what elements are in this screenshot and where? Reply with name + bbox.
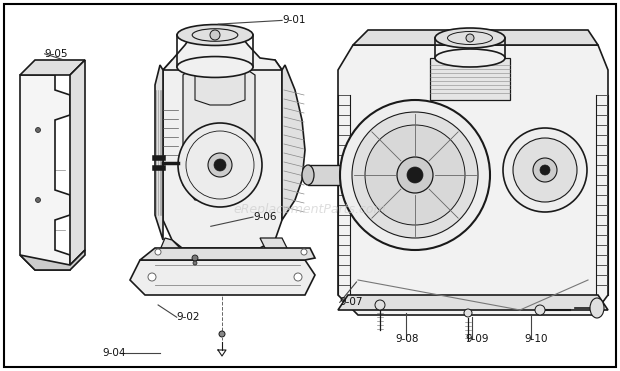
Text: eReplacementParts.com: eReplacementParts.com: [234, 204, 386, 217]
Polygon shape: [130, 260, 315, 295]
Circle shape: [503, 128, 587, 212]
Polygon shape: [160, 238, 180, 255]
Polygon shape: [140, 248, 315, 260]
Ellipse shape: [435, 49, 505, 67]
Polygon shape: [20, 250, 85, 270]
Ellipse shape: [590, 298, 604, 318]
Polygon shape: [338, 295, 608, 310]
Circle shape: [466, 34, 474, 42]
Circle shape: [193, 261, 197, 265]
Polygon shape: [20, 60, 85, 75]
Text: 9-02: 9-02: [177, 312, 200, 322]
Circle shape: [301, 249, 307, 255]
Polygon shape: [353, 30, 598, 45]
Polygon shape: [260, 238, 288, 255]
Circle shape: [340, 100, 490, 250]
Circle shape: [533, 158, 557, 182]
Circle shape: [210, 30, 220, 40]
Polygon shape: [308, 165, 340, 185]
Polygon shape: [195, 68, 245, 105]
Polygon shape: [155, 65, 163, 240]
Circle shape: [407, 167, 423, 183]
Ellipse shape: [302, 165, 314, 185]
Circle shape: [178, 123, 262, 207]
Text: 9-09: 9-09: [465, 335, 489, 344]
Circle shape: [148, 273, 156, 281]
Circle shape: [397, 157, 433, 193]
Circle shape: [192, 255, 198, 261]
Circle shape: [540, 165, 550, 175]
Polygon shape: [282, 65, 305, 220]
Circle shape: [375, 300, 385, 310]
Text: 9-07: 9-07: [340, 298, 363, 307]
Text: 9-08: 9-08: [396, 335, 419, 344]
Ellipse shape: [177, 24, 253, 46]
Ellipse shape: [177, 56, 253, 78]
Polygon shape: [20, 75, 70, 270]
Polygon shape: [430, 58, 510, 100]
Circle shape: [219, 331, 225, 337]
Circle shape: [294, 273, 302, 281]
Circle shape: [535, 305, 545, 315]
Circle shape: [352, 112, 478, 238]
Text: 9-01: 9-01: [282, 16, 306, 25]
Circle shape: [464, 309, 472, 317]
Circle shape: [513, 138, 577, 202]
Polygon shape: [70, 60, 85, 265]
Circle shape: [35, 128, 40, 132]
Text: 9-06: 9-06: [253, 212, 277, 222]
Circle shape: [208, 153, 232, 177]
Polygon shape: [183, 65, 255, 200]
Text: 9-05: 9-05: [45, 49, 68, 59]
Polygon shape: [338, 45, 608, 315]
Circle shape: [35, 197, 40, 203]
Polygon shape: [163, 30, 282, 70]
Ellipse shape: [435, 28, 505, 48]
Polygon shape: [163, 60, 282, 248]
Circle shape: [155, 249, 161, 255]
Circle shape: [214, 159, 226, 171]
Text: 9-04: 9-04: [102, 348, 126, 358]
Circle shape: [365, 125, 465, 225]
Text: 9-10: 9-10: [524, 335, 547, 344]
